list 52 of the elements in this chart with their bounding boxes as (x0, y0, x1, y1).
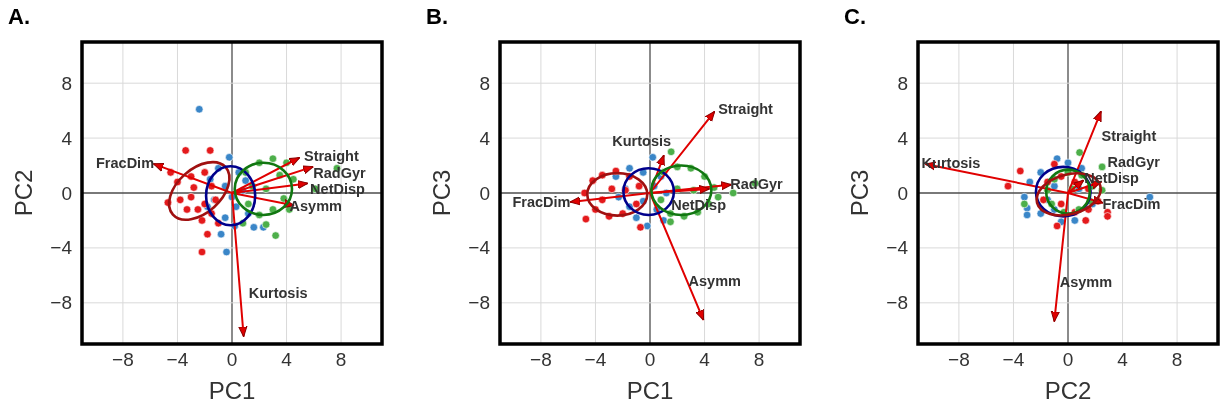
y-tick-label: 4 (61, 127, 73, 149)
series-label: RadGyr (730, 176, 783, 193)
series-label: Straight (1101, 128, 1157, 145)
y-tick-label: −8 (468, 292, 490, 314)
y-tick-label: −8 (50, 292, 72, 314)
chart-title: B. (426, 4, 448, 29)
x-tick-label: 4 (1117, 349, 1129, 370)
x-axis-title: PC2 (1044, 377, 1092, 404)
x-axis-title: PC1 (626, 377, 674, 404)
x-tick-label: −4 (166, 349, 189, 370)
y-tick-label: 8 (479, 72, 490, 94)
x-tick-label: 8 (1171, 349, 1183, 370)
chart-title: A. (8, 4, 30, 29)
x-tick-label: −4 (584, 349, 607, 370)
x-tick-label: −8 (112, 349, 134, 370)
y-tick-label: −8 (886, 292, 908, 314)
y-tick-label: 0 (479, 182, 490, 204)
x-tick-label: 0 (226, 349, 238, 370)
y-tick-label: 8 (897, 72, 908, 94)
y-tick-label: 4 (479, 127, 491, 149)
x-tick-label: −8 (948, 349, 970, 370)
x-tick-label: 0 (644, 349, 656, 370)
x-tick-label: 8 (335, 349, 347, 370)
series-label: FracDim (96, 154, 155, 171)
x-tick-label: 4 (281, 349, 293, 370)
series-label: FracDim (512, 194, 571, 211)
y-tick-label: −4 (50, 237, 73, 259)
x-tick-label: 8 (753, 349, 765, 370)
y-axis-title: PC3 (428, 169, 455, 217)
series-label: Kurtosis (248, 284, 308, 301)
series-label: Kurtosis (612, 132, 672, 149)
series-label: RadGyr (1107, 154, 1161, 171)
y-tick-label: −4 (886, 237, 909, 259)
y-axis-title: PC2 (10, 169, 37, 217)
series-label: Straight (718, 100, 774, 117)
x-tick-label: −8 (530, 349, 552, 370)
series-label: Asymm (688, 273, 741, 290)
y-tick-label: 0 (61, 182, 72, 204)
y-tick-label: 8 (61, 72, 72, 94)
x-axis-title: PC1 (208, 377, 256, 404)
x-tick-label: 0 (1062, 349, 1074, 370)
y-tick-label: −4 (468, 237, 491, 259)
y-tick-label: 4 (897, 127, 909, 149)
y-tick-label: 0 (897, 182, 908, 204)
chart-title: C. (844, 4, 866, 29)
series-label: Straight (303, 148, 359, 165)
series-label: Kurtosis (921, 155, 981, 172)
series-label: FracDim (1102, 195, 1161, 212)
series-label: RadGyr (313, 164, 366, 181)
y-axis-title: PC3 (846, 169, 873, 217)
x-tick-label: 4 (699, 349, 711, 370)
x-tick-label: −4 (1002, 349, 1025, 370)
